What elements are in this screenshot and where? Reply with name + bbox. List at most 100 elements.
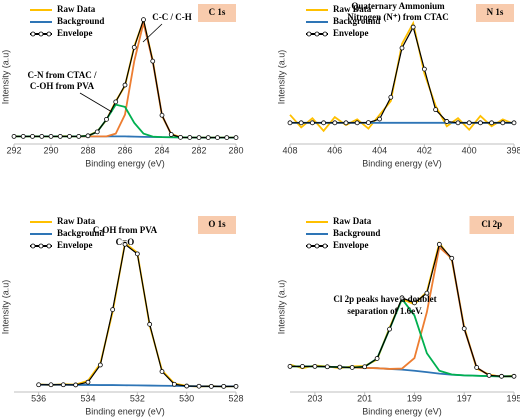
- legend-label: Raw Data: [333, 216, 372, 226]
- legend-marker: [322, 243, 328, 249]
- envelope-marker: [424, 290, 430, 296]
- x-axis-label: Binding energy (eV): [362, 406, 442, 416]
- title-box: [198, 4, 236, 22]
- x-tick-label: 292: [6, 145, 21, 155]
- x-tick-label: 280: [228, 145, 243, 155]
- series-line: [289, 20, 515, 133]
- legend-marker: [306, 243, 312, 249]
- envelope-marker: [300, 363, 305, 369]
- envelope-marker: [122, 82, 128, 88]
- envelope-marker: [122, 241, 128, 247]
- envelope-marker: [362, 364, 368, 370]
- x-tick-label: 195: [506, 393, 520, 403]
- envelope-marker: [184, 383, 190, 389]
- legend-label: Raw Data: [57, 216, 96, 226]
- envelope-marker: [196, 383, 202, 389]
- panel: 408 406 404 402 400 398 Binding energy (eV) Int…: [276, 1, 520, 168]
- envelope-marker: [171, 381, 177, 387]
- envelope-marker: [30, 133, 35, 139]
- legend-marker: [46, 243, 52, 249]
- envelope-marker: [387, 326, 392, 332]
- envelope-marker: [150, 58, 156, 64]
- envelope-marker: [312, 363, 318, 369]
- title-box: [476, 4, 514, 22]
- envelope-marker: [208, 383, 214, 389]
- envelope-marker: [511, 373, 517, 379]
- y-axis-label: Intensity (a.u): [0, 280, 10, 335]
- annotation: C-OH from PVA: [30, 81, 95, 91]
- chart-title: C 1s: [209, 7, 226, 17]
- envelope-marker: [449, 255, 455, 261]
- legend-marker: [322, 31, 328, 37]
- envelope-marker: [76, 133, 82, 139]
- envelope-marker: [474, 365, 480, 370]
- legend-label: Background: [57, 228, 104, 238]
- envelope-marker: [85, 133, 91, 139]
- x-tick-label: 536: [31, 393, 46, 403]
- x-tick-label: 398: [506, 145, 520, 155]
- annotation-arrow: [142, 23, 163, 43]
- y-axis-label: Intensity (a.u): [276, 50, 286, 105]
- envelope-marker: [48, 382, 54, 388]
- x-tick-label: 528: [228, 393, 243, 403]
- envelope-marker: [205, 135, 211, 141]
- envelope-marker: [377, 116, 383, 122]
- x-tick-label: 288: [80, 145, 95, 155]
- annotation: Quaternary Ammonium: [351, 1, 445, 11]
- x-tick-label: 203: [307, 393, 322, 403]
- y-axis-label: Intensity (a.u): [276, 280, 286, 335]
- envelope-marker: [224, 135, 230, 141]
- legend-label: Background: [333, 228, 380, 238]
- x-tick-label: 199: [407, 393, 422, 403]
- x-tick-label: 400: [462, 145, 477, 155]
- envelope-marker: [433, 107, 439, 113]
- envelope-marker: [110, 307, 116, 312]
- legend-marker: [30, 31, 36, 37]
- panel: 292 290 288 286 284 282 280 Binding energy (eV)…: [0, 4, 244, 168]
- envelope-marker: [233, 135, 239, 141]
- x-tick-label: 406: [327, 145, 342, 155]
- envelope-marker: [57, 133, 63, 139]
- envelope-marker: [455, 120, 461, 126]
- title-box: [198, 216, 236, 234]
- x-tick-label: 534: [80, 393, 95, 403]
- panel: 536 534 532 530 528 Binding energy (eV) Intens…: [0, 216, 244, 416]
- envelope-marker: [343, 120, 349, 126]
- envelope-marker: [365, 120, 371, 125]
- envelope-marker: [287, 120, 293, 126]
- envelope-marker: [461, 326, 467, 332]
- envelope-marker: [85, 379, 91, 385]
- envelope-marker: [187, 135, 193, 140]
- annotation: separation of 1.6eV.: [347, 306, 422, 316]
- panel: 203 201 199 197 195 Binding energy (eV) Intens…: [276, 216, 520, 416]
- envelope-marker: [511, 120, 517, 126]
- envelope-marker: [337, 364, 343, 370]
- envelope-marker: [159, 112, 165, 118]
- envelope-marker: [332, 120, 338, 126]
- envelope-marker: [147, 321, 153, 327]
- envelope-marker: [499, 373, 504, 379]
- x-tick-label: 282: [191, 145, 206, 155]
- x-tick-label: 290: [43, 145, 58, 155]
- x-axis-label: Binding energy (eV): [85, 406, 165, 416]
- envelope-marker: [94, 129, 100, 135]
- envelope-marker: [233, 383, 239, 389]
- envelope-marker: [159, 369, 165, 374]
- envelope-marker: [388, 94, 394, 100]
- envelope-marker: [215, 135, 220, 141]
- x-axis-label: Binding energy (eV): [85, 158, 165, 168]
- legend-label: Background: [57, 16, 104, 26]
- envelope-marker: [486, 372, 492, 378]
- legend-marker: [314, 243, 320, 249]
- envelope-marker: [354, 120, 360, 126]
- envelope-marker: [131, 44, 137, 50]
- envelope-marker: [196, 135, 202, 141]
- x-tick-label: 530: [179, 393, 194, 403]
- x-tick-label: 402: [417, 145, 432, 155]
- envelope-marker: [466, 120, 472, 126]
- annotation: C=O: [116, 237, 135, 247]
- envelope-marker: [178, 134, 183, 140]
- x-tick-label: 408: [282, 145, 297, 155]
- envelope-marker: [399, 295, 405, 301]
